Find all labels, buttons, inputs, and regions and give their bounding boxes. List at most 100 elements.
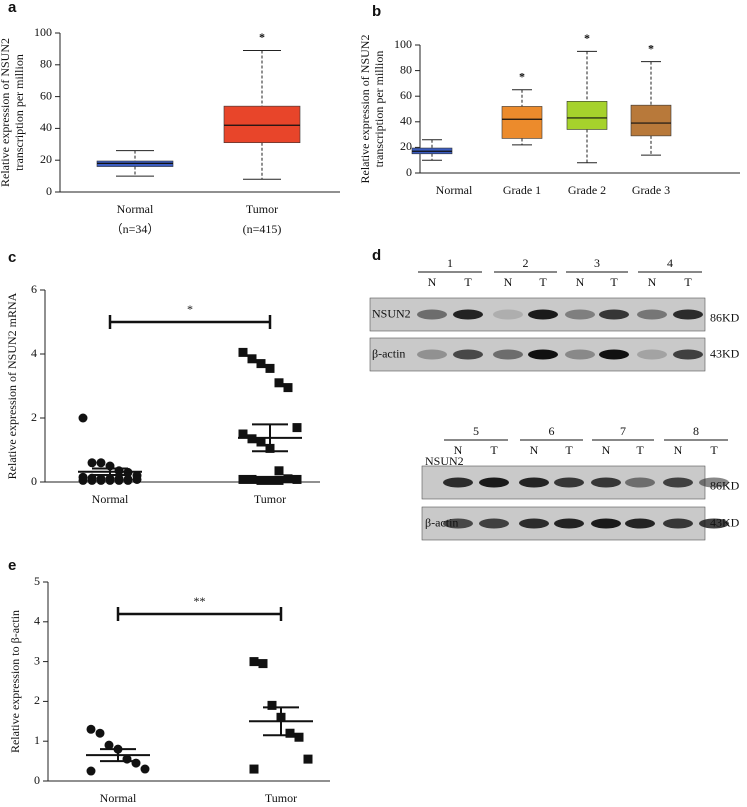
data-point	[96, 475, 106, 485]
y-tick-label: 40	[40, 120, 52, 134]
x-tick-label: Grade 3	[632, 183, 670, 197]
y-tick-label: 0	[31, 474, 37, 488]
data-point	[292, 474, 302, 484]
blot-band	[519, 477, 549, 488]
sample-label: 7	[620, 424, 626, 438]
data-point	[95, 728, 105, 738]
blot-band	[599, 309, 629, 320]
data-point	[247, 474, 257, 484]
y-tick-label: 5	[34, 574, 40, 588]
panel-label: e	[8, 557, 16, 574]
blot-band	[637, 309, 667, 320]
y-axis-label: Relative expression of NSUN2	[0, 38, 12, 187]
row-label: NSUN2	[425, 454, 464, 468]
y-axis-label: Relative expression of NSUN2 mRNA	[5, 292, 19, 479]
data-point	[104, 740, 114, 750]
y-tick-label: 2	[31, 410, 37, 424]
blot-band	[519, 518, 549, 529]
box	[566, 101, 608, 130]
blot-band	[554, 518, 584, 529]
box	[223, 105, 301, 144]
x-tick-label: Normal	[100, 791, 137, 805]
significance-star: *	[259, 30, 265, 44]
data-point	[265, 475, 275, 485]
blot-band	[591, 518, 621, 529]
blot-band	[554, 477, 584, 488]
y-tick-label: 1	[34, 733, 40, 747]
lane-label: T	[710, 443, 718, 457]
data-point	[96, 458, 106, 468]
data-point	[123, 475, 133, 485]
data-point	[238, 474, 248, 484]
lane-label: T	[636, 443, 644, 457]
data-point	[256, 437, 266, 447]
data-point	[238, 347, 248, 357]
data-point	[283, 474, 293, 484]
x-tick-label: Tumor	[254, 492, 286, 506]
sample-label: 1	[447, 256, 453, 270]
x-tick-label: Normal	[92, 492, 129, 506]
y-tick-label: 4	[31, 346, 37, 360]
panel-label: c	[8, 249, 16, 266]
y-tick-label: 0	[406, 165, 412, 179]
y-tick-label: 100	[394, 37, 412, 51]
y-tick-label: 20	[40, 152, 52, 166]
x-tick-label: Tumor	[265, 791, 297, 805]
data-point	[249, 657, 259, 667]
blot-band	[625, 518, 655, 529]
lane-label: T	[464, 275, 472, 289]
y-axis-label: transcription per million	[372, 51, 386, 168]
y-tick-label: 20	[400, 139, 412, 153]
blot-band	[673, 349, 703, 360]
blot-band	[663, 518, 693, 529]
y-tick-label: 40	[400, 114, 412, 128]
blot-band	[565, 309, 595, 320]
data-point	[87, 475, 97, 485]
blot-band	[493, 309, 523, 320]
data-point	[238, 429, 248, 439]
significance-star: *	[187, 302, 193, 316]
lane-label: N	[576, 275, 585, 289]
data-point	[249, 764, 259, 774]
data-point	[247, 354, 257, 364]
y-tick-label: 4	[34, 614, 40, 628]
data-point	[86, 766, 96, 776]
lane-label: N	[530, 443, 539, 457]
y-tick-label: 0	[34, 773, 40, 787]
y-tick-label: 2	[34, 693, 40, 707]
y-axis-label: transcription per million	[12, 54, 26, 171]
data-point	[265, 363, 275, 373]
y-tick-label: 60	[40, 88, 52, 102]
box	[501, 106, 543, 139]
y-axis-label: Relative expression to β-actin	[8, 610, 22, 753]
lane-label: T	[490, 443, 498, 457]
lane-label: N	[602, 443, 611, 457]
blot-band	[528, 309, 558, 320]
sample-label: 4	[667, 256, 673, 270]
data-point	[114, 475, 124, 485]
lane-label: T	[565, 443, 573, 457]
y-tick-label: 6	[31, 282, 37, 296]
lane-label: N	[454, 443, 463, 457]
blot-band	[565, 349, 595, 360]
box	[630, 104, 672, 137]
data-point	[292, 423, 302, 433]
lane-label: T	[539, 275, 547, 289]
panel-label: d	[372, 247, 381, 264]
x-tick-label: Grade 1	[503, 183, 541, 197]
lane-label: N	[648, 275, 657, 289]
data-point	[131, 758, 141, 768]
sample-label: 6	[549, 424, 555, 438]
y-tick-label: 60	[400, 88, 412, 102]
significance-star: **	[194, 594, 206, 608]
x-sublabel: (n=415)	[243, 222, 282, 236]
blot-band	[673, 309, 703, 320]
significance-star: *	[584, 31, 590, 45]
blot-band	[417, 309, 447, 320]
data-point	[87, 458, 97, 468]
y-tick-label: 100	[34, 25, 52, 39]
y-axis-label: Relative expression of NSUN2	[358, 35, 372, 184]
lane-label: T	[610, 275, 618, 289]
blot-band	[699, 477, 729, 488]
